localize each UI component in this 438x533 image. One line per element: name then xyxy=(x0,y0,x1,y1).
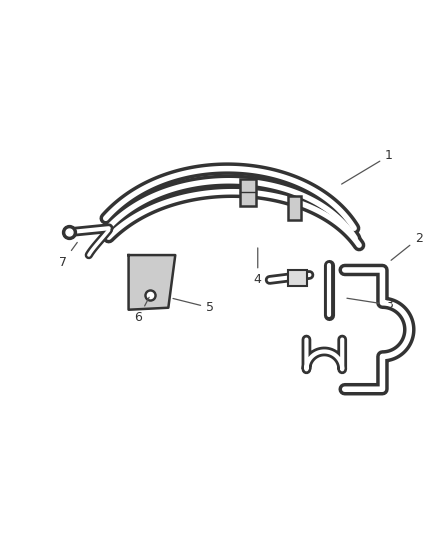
Text: 7: 7 xyxy=(59,243,77,269)
Text: 2: 2 xyxy=(391,232,423,260)
FancyBboxPatch shape xyxy=(240,179,256,206)
Text: 3: 3 xyxy=(347,298,393,311)
Text: 6: 6 xyxy=(134,297,149,324)
Text: 4: 4 xyxy=(254,248,261,286)
FancyBboxPatch shape xyxy=(288,197,301,220)
Polygon shape xyxy=(129,255,175,310)
Text: 5: 5 xyxy=(173,298,214,314)
Text: 1: 1 xyxy=(342,149,393,184)
FancyBboxPatch shape xyxy=(288,270,307,286)
